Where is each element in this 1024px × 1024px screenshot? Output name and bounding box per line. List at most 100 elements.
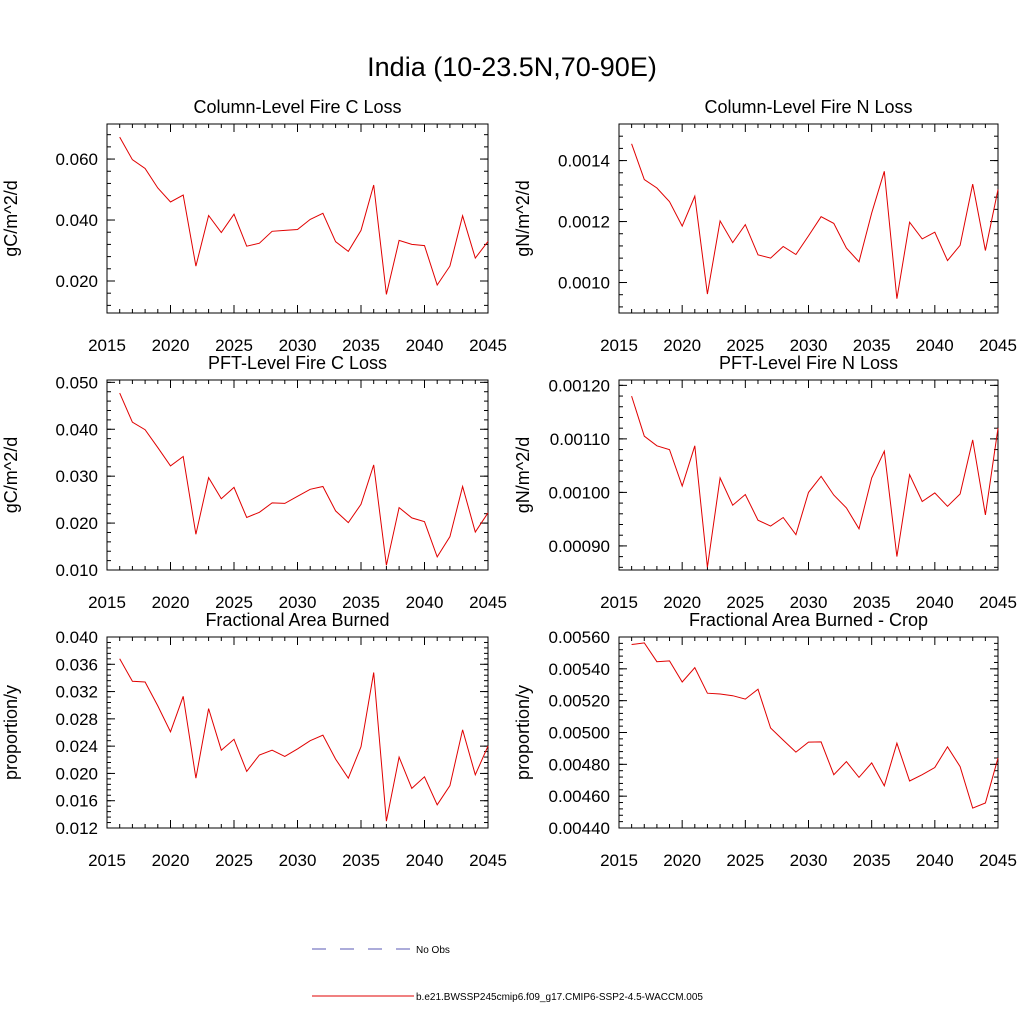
x-tick-label: 2030 — [279, 593, 317, 612]
panel-title: Fractional Area Burned — [205, 610, 389, 630]
y-tick-label: 0.00480 — [549, 755, 610, 774]
legend-obs-label: No Obs — [416, 945, 450, 956]
panel-4: PFT-Level Fire N Loss gN/m^2/d 2015 2020 202… — [513, 353, 1017, 612]
y-tick-label: 0.040 — [55, 211, 98, 230]
x-tick-label: 2035 — [342, 336, 380, 355]
y-tick-label: 0.00120 — [549, 376, 610, 395]
y-tick-label: 0.030 — [55, 467, 98, 486]
x-tick-label: 2035 — [853, 851, 891, 870]
series-line — [631, 642, 999, 809]
y-tick-label: 0.040 — [55, 420, 98, 439]
y-tick-label: 0.00540 — [549, 660, 610, 679]
panel-1: Column-Level Fire C Loss gC/m^2/d 2015 2020… — [1, 97, 507, 355]
y-tick-label: 0.00460 — [549, 787, 610, 806]
x-tick-label: 2025 — [215, 851, 253, 870]
x-tick-label: 2035 — [342, 593, 380, 612]
y-axis-label: gN/m^2/d — [513, 180, 533, 256]
y-tick-label: 0.028 — [55, 710, 98, 729]
series-line — [119, 658, 489, 822]
x-tick-label: 2025 — [726, 851, 764, 870]
series-line — [631, 143, 999, 299]
x-tick-label: 2015 — [88, 593, 126, 612]
x-tick-label: 2040 — [916, 336, 954, 355]
y-axis-label: gC/m^2/d — [1, 437, 21, 513]
x-tick-label: 2020 — [152, 851, 190, 870]
y-tick-label: 0.020 — [55, 272, 98, 291]
x-tick-label: 2045 — [469, 593, 507, 612]
legend-model-label: b.e21.BWSSP245cmip6.f09_g17.CMIP6-SSP2-4… — [416, 992, 703, 1003]
y-tick-label: 0.050 — [55, 373, 98, 392]
x-tick-label: 2035 — [853, 593, 891, 612]
panel-frame — [106, 379, 489, 571]
y-tick-label: 0.00520 — [549, 692, 610, 711]
y-tick-label: 0.0012 — [558, 213, 610, 232]
x-tick-label: 2030 — [790, 336, 828, 355]
y-tick-label: 0.00100 — [549, 483, 610, 502]
x-tick-label: 2020 — [663, 336, 701, 355]
x-tick-label: 2045 — [979, 593, 1017, 612]
y-axis-label: gN/m^2/d — [513, 437, 533, 513]
x-tick-label: 2020 — [152, 336, 190, 355]
y-tick-label: 0.0014 — [558, 152, 610, 171]
x-tick-label: 2040 — [916, 593, 954, 612]
x-tick-label: 2035 — [853, 336, 891, 355]
series-line — [631, 395, 999, 568]
x-tick-label: 2045 — [979, 851, 1017, 870]
y-axis-label: proportion/y — [513, 685, 533, 780]
panel-title: PFT-Level Fire C Loss — [208, 353, 387, 373]
x-tick-label: 2025 — [726, 593, 764, 612]
panel-frame — [106, 636, 489, 829]
x-tick-label: 2045 — [979, 336, 1017, 355]
y-tick-label: 0.020 — [55, 514, 98, 533]
panel-frame — [618, 123, 999, 314]
x-tick-label: 2030 — [279, 851, 317, 870]
x-tick-label: 2045 — [469, 336, 507, 355]
y-tick-label: 0.060 — [55, 150, 98, 169]
x-tick-label: 2040 — [406, 336, 444, 355]
x-tick-label: 2025 — [215, 336, 253, 355]
x-tick-label: 2030 — [279, 336, 317, 355]
x-tick-label: 2040 — [406, 851, 444, 870]
y-tick-label: 0.012 — [55, 819, 98, 838]
series-line — [119, 136, 489, 295]
x-tick-label: 2015 — [600, 851, 638, 870]
x-tick-label: 2015 — [88, 336, 126, 355]
y-tick-label: 0.00500 — [549, 724, 610, 743]
y-tick-label: 0.020 — [55, 764, 98, 783]
figure-title: India (10-23.5N,70-90E) — [367, 52, 657, 82]
y-axis-label: gC/m^2/d — [1, 180, 21, 256]
panel-title: Fractional Area Burned - Crop — [689, 610, 928, 630]
x-tick-label: 2040 — [406, 593, 444, 612]
x-tick-label: 2030 — [790, 851, 828, 870]
panel-title: PFT-Level Fire N Loss — [719, 353, 898, 373]
y-tick-label: 0.00440 — [549, 819, 610, 838]
legend: No Obs b.e21.BWSSP245cmip6.f09_g17.CMIP6… — [312, 945, 703, 1003]
y-tick-label: 0.00090 — [549, 537, 610, 556]
y-tick-label: 0.0010 — [558, 274, 610, 293]
y-tick-label: 0.016 — [55, 792, 98, 811]
panel-6: Fractional Area Burned - Crop proportion/… — [513, 610, 1017, 870]
panel-title: Column-Level Fire C Loss — [193, 97, 401, 117]
y-tick-label: 0.010 — [55, 561, 98, 580]
panel-frame — [106, 123, 489, 314]
x-tick-label: 2020 — [663, 851, 701, 870]
panel-5: Fractional Area Burned proportion/y 2015 20… — [1, 610, 507, 870]
panel-3: PFT-Level Fire C Loss gC/m^2/d 2015 2020 202… — [1, 353, 507, 612]
x-tick-label: 2045 — [469, 851, 507, 870]
panel-2: Column-Level Fire N Loss gN/m^2/d 2015 2020… — [513, 97, 1017, 355]
y-tick-label: 0.032 — [55, 683, 98, 702]
y-tick-label: 0.040 — [55, 628, 98, 647]
x-tick-label: 2040 — [916, 851, 954, 870]
x-tick-label: 2030 — [790, 593, 828, 612]
panel-title: Column-Level Fire N Loss — [704, 97, 912, 117]
panel-frame — [618, 636, 999, 829]
x-tick-label: 2015 — [600, 336, 638, 355]
y-tick-label: 0.024 — [55, 737, 98, 756]
x-tick-label: 2020 — [663, 593, 701, 612]
panel-frame — [618, 379, 999, 571]
x-tick-label: 2025 — [726, 336, 764, 355]
series-line — [119, 392, 489, 566]
x-tick-label: 2015 — [88, 851, 126, 870]
y-tick-label: 0.036 — [55, 655, 98, 674]
